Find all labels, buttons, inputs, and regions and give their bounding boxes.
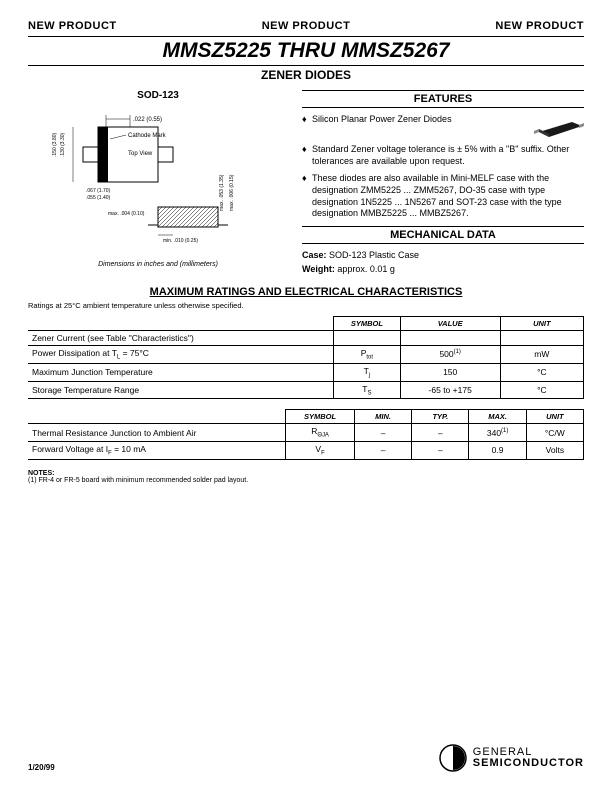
table-row: Thermal Resistance Junction to Ambient A… [28, 424, 584, 442]
bullet-icon: ♦ [302, 114, 312, 138]
max-ratings-heading: MAXIMUM RATINGS AND ELECTRICAL CHARACTER… [28, 286, 584, 298]
page-footer: 1/20/99 GENERAL SEMICONDUCTOR [28, 744, 584, 772]
col-unit: UNIT [500, 317, 583, 331]
feature-text: Standard Zener voltage tolerance is ± 5%… [312, 144, 584, 167]
svg-text:min. .010 (0.25): min. .010 (0.25) [163, 238, 198, 244]
mech-case: Case: SOD-123 Plastic Case [302, 250, 584, 260]
feature-item: ♦ Silicon Planar Power Zener Diodes [302, 114, 584, 138]
svg-text:.022 (0.55): .022 (0.55) [133, 117, 162, 123]
features-heading: FEATURES [302, 90, 584, 108]
col-typ: TYP. [412, 410, 469, 424]
notes-label: NOTES: [28, 470, 584, 477]
table-row: Storage Temperature Range TS -65 to +175… [28, 381, 584, 399]
table-row: Zener Current (see Table "Characteristic… [28, 331, 584, 346]
feature-text: Silicon Planar Power Zener Diodes [312, 114, 452, 124]
svg-text:max. .006 (0.15): max. .006 (0.15) [229, 174, 235, 211]
chip-icon [534, 114, 584, 138]
banner-center: NEW PRODUCT [262, 20, 351, 32]
banner-left: NEW PRODUCT [28, 20, 117, 32]
table-row: Power Dissipation at TL = 75°C Ptot 500(… [28, 346, 584, 364]
notes-text: (1) FR-4 or FR-5 board with minimum reco… [28, 477, 584, 484]
col-symbol: SYMBOL [286, 410, 355, 424]
ratings-table-2: SYMBOL MIN. TYP. MAX. UNIT Thermal Resis… [28, 409, 584, 459]
svg-text:max. .053 (1.35): max. .053 (1.35) [219, 174, 225, 211]
svg-text:.130 (3.30): .130 (3.30) [60, 132, 66, 157]
dimensions-note: Dimensions in inches and (millimeters) [28, 261, 288, 268]
svg-text:Cathode Mark: Cathode Mark [128, 133, 167, 139]
divider [28, 65, 584, 66]
col-min: MIN. [354, 410, 411, 424]
svg-text:max. .004 (0.10): max. .004 (0.10) [108, 211, 145, 217]
company-logo: GENERAL SEMICONDUCTOR [439, 744, 584, 772]
svg-text:.150 (3.80): .150 (3.80) [52, 132, 58, 157]
divider [28, 36, 584, 37]
table-header-row: SYMBOL VALUE UNIT [28, 317, 584, 331]
package-label: SOD-123 [28, 90, 288, 101]
footer-date: 1/20/99 [28, 763, 55, 772]
package-drawing: .022 (0.55) Cathode Mark Top View .150 (… [38, 107, 268, 257]
features-list: ♦ Silicon Planar Power Zener Diodes ♦ St… [302, 114, 584, 220]
new-product-banner: NEW PRODUCT NEW PRODUCT NEW PRODUCT [28, 20, 584, 32]
table-row: Forward Voltage at IF = 10 mA VF – – 0.9… [28, 441, 584, 459]
col-symbol: SYMBOL [334, 317, 401, 331]
svg-text:Top View: Top View [128, 151, 153, 157]
ratings-table-1: SYMBOL VALUE UNIT Zener Current (see Tab… [28, 316, 584, 399]
company-name-bottom: SEMICONDUCTOR [473, 758, 584, 769]
page-subtitle: ZENER DIODES [28, 68, 584, 82]
table-header-row: SYMBOL MIN. TYP. MAX. UNIT [28, 410, 584, 424]
feature-item: ♦ Standard Zener voltage tolerance is ± … [302, 144, 584, 167]
feature-item: ♦ These diodes are also available in Min… [302, 173, 584, 220]
page-title: MMSZ5225 THRU MMSZ5267 [28, 39, 584, 63]
table-row: Maximum Junction Temperature Tj 150 °C [28, 363, 584, 381]
svg-text:.055 (1.40): .055 (1.40) [86, 195, 111, 201]
col-max: MAX. [469, 410, 526, 424]
banner-right: NEW PRODUCT [495, 20, 584, 32]
svg-text:.067 (1.70): .067 (1.70) [86, 188, 111, 194]
ratings-note: Ratings at 25°C ambient temperature unle… [28, 301, 584, 310]
feature-text: These diodes are also available in Mini-… [312, 173, 584, 220]
logo-icon [439, 744, 467, 772]
mechanical-heading: MECHANICAL DATA [302, 226, 584, 244]
col-value: VALUE [400, 317, 500, 331]
col-unit: UNIT [526, 410, 583, 424]
mech-weight: Weight: approx. 0.01 g [302, 264, 584, 274]
features-column: FEATURES ♦ Silicon Planar Power Zener Di… [302, 90, 584, 274]
package-column: SOD-123 .022 (0.55) Cathode Mark Top Vie… [28, 90, 288, 274]
bullet-icon: ♦ [302, 173, 312, 220]
bullet-icon: ♦ [302, 144, 312, 167]
